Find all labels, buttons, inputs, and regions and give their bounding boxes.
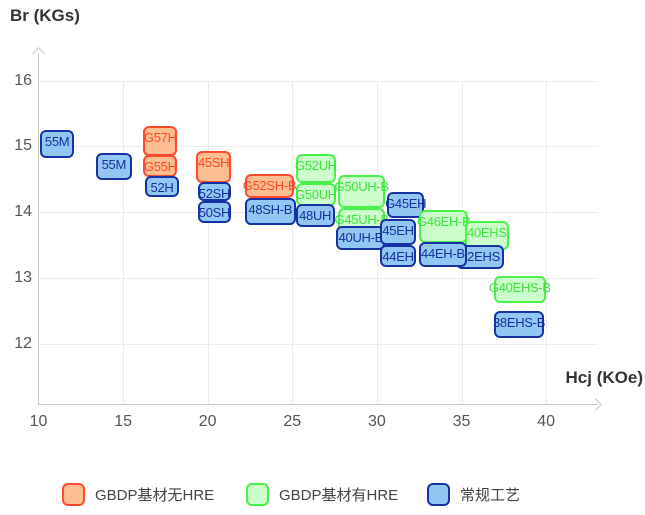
grade-box-g45eh[interactable]: G45EH <box>385 191 427 218</box>
y-axis-arrow-icon <box>32 47 45 60</box>
grade-box-44eh[interactable]: 44EH <box>380 244 416 268</box>
x-axis-arrow-icon <box>589 398 602 411</box>
legend-label-gbdp_hre: GBDP基材有HRE <box>279 487 399 504</box>
x-tick-label: 30 <box>367 413 386 430</box>
legend-label-conventional: 常规工艺 <box>460 487 521 504</box>
grade-box-g50uh[interactable]: G50UH <box>295 182 337 206</box>
x-tick-label: 20 <box>198 413 217 430</box>
legend-item-conventional[interactable]: 常规工艺 <box>427 483 520 506</box>
x-tick-label: 25 <box>283 413 302 430</box>
legend-item-gbdp_no_hre[interactable]: GBDP基材无HRE <box>62 483 214 506</box>
legend-swatch-gbdp_no_hre <box>62 483 85 506</box>
x-tick-label: 10 <box>29 413 48 430</box>
grade-box-55m[interactable]: 55M <box>40 129 75 158</box>
x-axis-line <box>38 404 598 405</box>
y-axis-title: Br (KGs) <box>10 6 80 25</box>
y-tick-label: 13 <box>14 268 32 286</box>
grade-box-44eh-b[interactable]: 44EH-B <box>419 242 467 267</box>
gridline-y-15 <box>38 146 598 148</box>
gridline-x-40 <box>546 80 548 404</box>
grade-box-38ehs-b[interactable]: 38EHS-B <box>493 310 545 339</box>
grade-box-g52sh-b[interactable]: G52SH-B <box>243 173 297 199</box>
grade-box-48sh-b[interactable]: 48SH-B <box>244 197 296 225</box>
grade-box-50sh[interactable]: 50SH <box>197 200 232 224</box>
gridline-x-25 <box>292 80 294 404</box>
x-axis-title: Hcj (KOe) <box>565 368 643 387</box>
grade-box-g50uh-b[interactable]: G50UH-B <box>335 174 389 209</box>
y-tick-label: 14 <box>14 203 32 221</box>
y-axis-line <box>38 53 39 404</box>
x-tick-label: 40 <box>537 413 555 430</box>
grade-box-52sh[interactable]: 52SH <box>197 181 232 201</box>
legend-item-gbdp_hre[interactable]: GBDP基材有HRE <box>246 483 398 506</box>
gridline-y-13 <box>38 277 598 279</box>
legend-label-gbdp_no_hre: GBDP基材无HRE <box>95 487 215 504</box>
grade-box-48uh[interactable]: 48UH <box>295 204 335 227</box>
legend-swatch-gbdp_hre <box>246 483 269 506</box>
y-tick-label: 16 <box>14 71 32 89</box>
x-tick-label: 15 <box>114 413 132 430</box>
grade-box-g55h[interactable]: G55H <box>143 154 178 177</box>
grade-box-g52uh[interactable]: G52UH <box>295 154 337 184</box>
gridline-x-15 <box>123 80 125 404</box>
grade-box-g46eh-b[interactable]: G46EH-B <box>417 210 471 243</box>
y-tick-label: 12 <box>14 334 32 352</box>
gridline-x-20 <box>207 80 209 404</box>
grade-box-g57h[interactable]: G57H <box>143 126 178 156</box>
grade-box-40uh-b[interactable]: 40UH-B <box>336 225 386 251</box>
grade-box-45sh[interactable]: 45SH <box>195 150 232 183</box>
grade-box-45eh[interactable]: 45EH <box>380 219 416 245</box>
grade-box-55m[interactable]: 55M <box>96 152 132 180</box>
legend: GBDP基材无HRE GBDP基材有HRE 常规工艺 <box>0 481 645 511</box>
gridline-y-12 <box>38 343 598 345</box>
y-tick-label: 15 <box>14 137 32 155</box>
grade-box-g40ehs-b[interactable]: G40EHS-B <box>489 275 551 303</box>
x-tick-label: 35 <box>452 413 471 430</box>
legend-swatch-conventional <box>427 483 450 506</box>
grade-box-52h[interactable]: 52H <box>145 175 179 197</box>
gridline-y-16 <box>38 80 598 82</box>
